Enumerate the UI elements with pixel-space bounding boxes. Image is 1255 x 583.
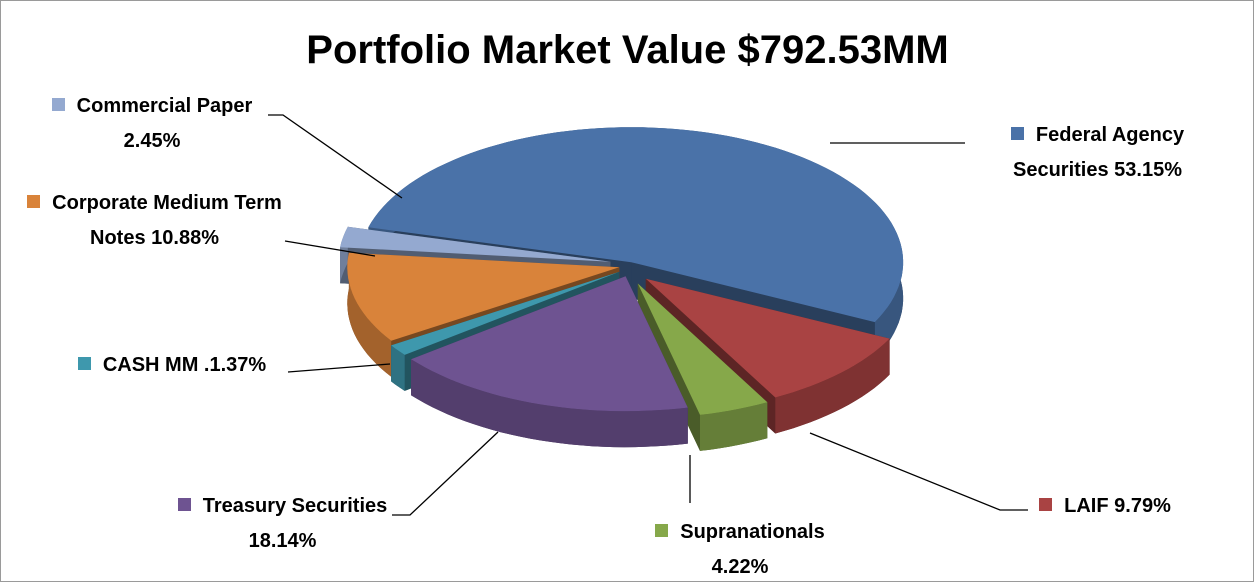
slice (368, 127, 904, 323)
slice-side (411, 359, 688, 448)
slice-side (347, 252, 392, 377)
label-name: LAIF (1064, 495, 1109, 517)
leader-line (284, 240, 376, 257)
slice (645, 278, 890, 398)
legend-swatch (655, 524, 669, 537)
leader-line (392, 431, 499, 516)
label-value: .1.37% (203, 354, 267, 376)
legend-swatch (177, 498, 191, 511)
slice (411, 276, 688, 412)
data-label: Treasury Securities 18.14% (160, 489, 405, 559)
slice (340, 226, 611, 262)
label-value: 18.14% (248, 530, 317, 552)
legend-swatch (1039, 498, 1053, 511)
legend-swatch (77, 357, 91, 370)
label-value: 9.79% (1114, 495, 1171, 517)
label-value: 53.15% (1114, 159, 1182, 181)
legend-swatch (1010, 127, 1024, 140)
label-name: Commercial Paper (76, 95, 253, 117)
leader-line (268, 114, 403, 199)
data-label: CASH MM .1.37% (52, 348, 292, 383)
legend-swatch (51, 98, 65, 111)
slice (391, 271, 620, 355)
label-name: Treasury Securities (202, 495, 388, 517)
slice-side (391, 345, 405, 391)
label-name: Supranationals (680, 521, 825, 543)
leader-line (809, 432, 1028, 511)
slice (637, 283, 768, 415)
data-label: LAIF 9.79% (1020, 489, 1190, 524)
label-value: 4.22% (711, 556, 769, 578)
label-name: CASH MM (102, 354, 199, 376)
label-value: 2.45% (123, 130, 181, 152)
leader-line (287, 363, 391, 373)
slice (347, 252, 620, 341)
label-value: 10.88% (151, 227, 219, 249)
data-label: Corporate Medium Term Notes 10.88% (22, 186, 287, 256)
data-label: Commercial Paper 2.45% (22, 89, 282, 159)
label-name: Corporate Medium Term Notes (52, 192, 282, 249)
legend-swatch (27, 195, 41, 208)
data-label: Supranationals 4.22% (630, 515, 850, 583)
data-label: Federal Agency Securities 53.15% (975, 118, 1220, 188)
slice-side (775, 338, 890, 434)
label-name: Federal Agency Securities (1012, 124, 1185, 181)
slice-side (700, 402, 768, 451)
chart-title: Portfolio Market Value $792.53MM (306, 28, 949, 72)
